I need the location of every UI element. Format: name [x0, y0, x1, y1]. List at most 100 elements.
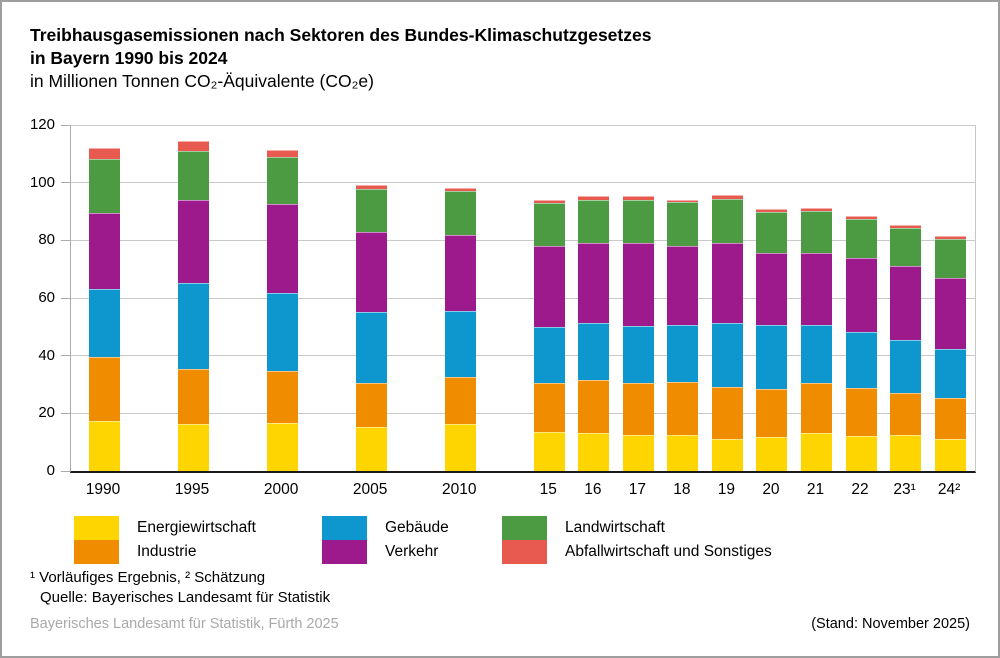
bar-segment-verkehr: [266, 204, 298, 294]
bar-segment-landwirtschaft: [667, 202, 699, 247]
bar-segment-verkehr: [800, 252, 832, 325]
bar-segment-verkehr: [667, 246, 699, 326]
x-tick-label: 2005: [352, 481, 388, 498]
bar-segment-energiewirtschaft: [756, 437, 788, 471]
bar-segment-abfallwirtschaft-und-sonstiges: [622, 196, 654, 200]
bar-segment-energiewirtschaft: [622, 435, 654, 471]
bar-segment-abfallwirtschaft-und-sonstiges: [711, 195, 743, 199]
legend-label: Gebäude: [385, 519, 449, 536]
bar-segment-geb-ude: [355, 311, 387, 384]
bar-segment-geb-ude: [756, 324, 788, 390]
bar-segment-geb-ude: [533, 327, 565, 384]
bar-segment-energiewirtschaft: [934, 439, 966, 471]
bar-segment-verkehr: [533, 246, 565, 328]
bar-segment-verkehr: [845, 258, 877, 333]
publisher-text: Bayerisches Landesamt für Statistik, Für…: [30, 616, 339, 632]
bar-segment-abfallwirtschaft-und-sonstiges: [756, 208, 788, 212]
gridline: [71, 239, 975, 241]
bar-segment-landwirtschaft: [88, 159, 120, 213]
legend-swatch-abfallwirtschaft-und-sonstiges: [502, 540, 547, 564]
bar-segment-industrie: [88, 357, 120, 422]
footnote-line: ¹ Vorläufiges Ergebnis, ² Schätzung: [30, 569, 266, 586]
bar-segment-abfallwirtschaft-und-sonstiges: [266, 150, 298, 157]
bar-segment-industrie: [177, 369, 209, 424]
bar-segment-landwirtschaft: [711, 198, 743, 244]
bar-segment-abfallwirtschaft-und-sonstiges: [88, 147, 120, 160]
x-tick-label: 17: [628, 481, 646, 498]
bar-segment-industrie: [756, 389, 788, 438]
bar-segment-verkehr: [177, 199, 209, 284]
bar-segment-abfallwirtschaft-und-sonstiges: [890, 225, 922, 228]
bar-segment-abfallwirtschaft-und-sonstiges: [177, 140, 209, 151]
bar-segment-industrie: [578, 380, 610, 434]
y-tick-label: 60: [38, 289, 55, 306]
x-tick-label: 20: [762, 481, 780, 498]
y-axis-tick: [61, 412, 70, 414]
bar-segment-verkehr: [756, 253, 788, 325]
bar-segment-energiewirtschaft: [444, 423, 476, 471]
bar-segment-landwirtschaft: [266, 156, 298, 205]
bar-segment-abfallwirtschaft-und-sonstiges: [444, 188, 476, 192]
bar-segment-geb-ude: [711, 322, 743, 388]
bar-segment-industrie: [444, 376, 476, 424]
y-axis-tick: [61, 124, 70, 126]
bar-segment-energiewirtschaft: [845, 435, 877, 471]
bar-segment-verkehr: [88, 212, 120, 290]
x-tick-label: 18: [673, 481, 691, 498]
x-tick-label: 24²: [937, 481, 961, 498]
x-tick-label: 16: [584, 481, 602, 498]
legend-label: Verkehr: [385, 543, 439, 560]
bar-segment-geb-ude: [266, 293, 298, 371]
bar-segment-energiewirtschaft: [578, 433, 610, 471]
bar-segment-industrie: [667, 382, 699, 435]
legend-swatch-verkehr: [322, 540, 367, 564]
bar-segment-geb-ude: [934, 349, 966, 399]
bar-segment-energiewirtschaft: [667, 434, 699, 471]
legend-swatch-energiewirtschaft: [74, 516, 119, 540]
y-tick-label: 20: [38, 404, 55, 422]
bar-segment-abfallwirtschaft-und-sonstiges: [845, 216, 877, 219]
legend-swatch-industrie: [74, 540, 119, 564]
y-tick-label: 120: [29, 116, 55, 133]
y-tick-label: 80: [38, 231, 55, 249]
y-tick-label: 100: [29, 173, 55, 191]
x-tick-label: 1990: [85, 481, 121, 498]
bar-segment-industrie: [845, 388, 877, 436]
bar-segment-energiewirtschaft: [88, 421, 120, 471]
stand-date-text: (Stand: November 2025): [811, 616, 970, 632]
x-tick-label: 2000: [263, 481, 299, 498]
bar-segment-geb-ude: [88, 289, 120, 358]
bar-segment-industrie: [266, 370, 298, 423]
bar-segment-landwirtschaft: [756, 211, 788, 254]
bar-segment-energiewirtschaft: [266, 422, 298, 471]
bar-segment-landwirtschaft: [890, 227, 922, 267]
bar-segment-abfallwirtschaft-und-sonstiges: [578, 195, 610, 200]
legend-swatch-landwirtschaft: [502, 516, 547, 540]
bar-segment-industrie: [890, 392, 922, 436]
bar-segment-verkehr: [444, 235, 476, 311]
legend-label: Abfallwirtschaft und Sonstiges: [565, 543, 772, 560]
title-block: Treibhausgasemissionen nach Sektoren des…: [30, 24, 651, 93]
gridline: [71, 355, 975, 357]
bar-segment-verkehr: [355, 232, 387, 312]
bar-segment-industrie: [934, 398, 966, 440]
x-tick-label: 21: [806, 481, 825, 498]
bar-segment-landwirtschaft: [578, 199, 610, 243]
legend-label: Landwirtschaft: [565, 519, 665, 536]
legend: Energiewirtschaft Industrie Gebäude Verkehr…: [2, 516, 998, 566]
bar-segment-landwirtschaft: [533, 202, 565, 247]
bar-segment-energiewirtschaft: [800, 433, 832, 471]
bar-segment-landwirtschaft: [800, 210, 832, 253]
y-axis-tick: [61, 297, 70, 299]
gridline: [71, 412, 975, 414]
bar-segment-energiewirtschaft: [177, 423, 209, 471]
bar-segment-energiewirtschaft: [890, 435, 922, 471]
bar-segment-energiewirtschaft: [711, 438, 743, 471]
chart-title-line-1: Treibhausgasemissionen nach Sektoren des…: [30, 25, 652, 45]
gridline: [71, 182, 975, 184]
gridline: [71, 125, 975, 126]
bar-segment-landwirtschaft: [444, 191, 476, 236]
y-axis-tick: [61, 182, 70, 184]
footnotes: ¹ Vorläufiges Ergebnis, ² Schätzung Quel…: [30, 568, 330, 608]
legend-label: Industrie: [137, 543, 197, 560]
